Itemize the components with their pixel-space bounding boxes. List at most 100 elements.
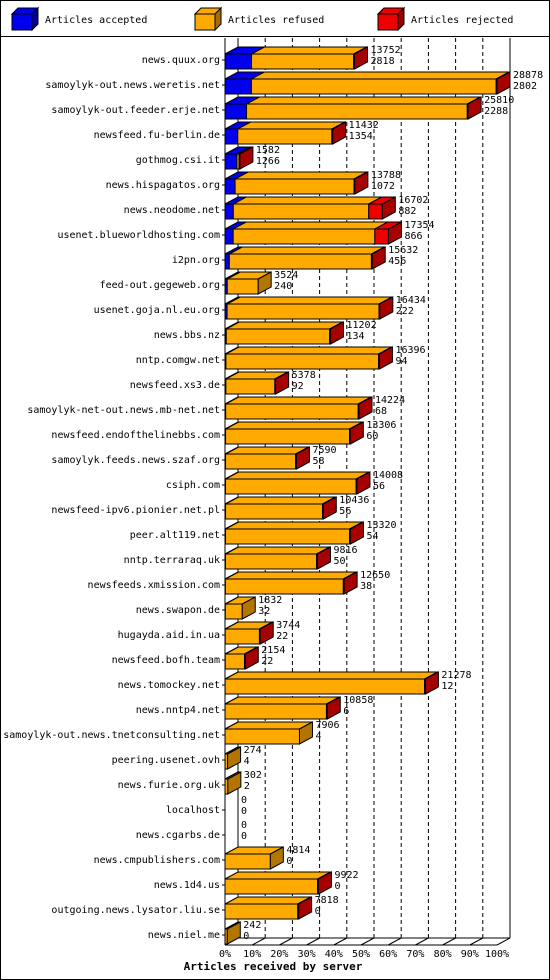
bar-segment [228,246,385,270]
y-tick-label: outgoing.news.lysator.liu.se [51,905,220,916]
legend-swatch [31,6,39,32]
bar-face [227,747,241,769]
bar-face [241,596,256,620]
bar-segment [355,471,371,495]
bar-segment [224,221,247,245]
value-label: 17354 [404,220,434,231]
bar-face [225,428,351,445]
y-tick-label: i2pn.org [172,255,220,266]
bar-face [225,471,370,480]
bar-face [227,746,242,770]
bar-segment [258,621,274,645]
bar-face [224,103,248,120]
tick-mark [387,937,402,946]
bar-face [424,671,439,695]
bar-segment [225,346,392,370]
y-tick-label: newsfeed.bofh.team [112,655,220,666]
bar-face [379,296,394,320]
bar-face [354,171,369,195]
legend-shade [32,8,38,30]
bar-face [468,97,482,119]
bar-face [225,453,297,470]
bar-face [298,896,313,920]
value-label: 0 [243,931,249,942]
bar-face [368,203,383,220]
bar-segment [250,71,510,95]
y-tick-label: peer.alt119.net [130,530,220,541]
value-label: 11432 [349,120,379,131]
bar-segment [378,346,393,370]
bar-segment [466,96,482,120]
bar-segment [374,221,402,245]
bar-face [225,528,351,545]
bar-face [467,96,482,120]
value-label: 92 [292,381,304,392]
bar-segment [368,196,396,220]
bar-face [318,872,332,894]
bar-face [224,703,327,720]
bar-segment [224,721,313,745]
bar-segment [316,546,331,570]
bar-face [239,147,253,169]
value-label: 1072 [371,181,395,192]
bar-face [225,328,331,345]
bar-face [245,647,259,669]
value-label: 13752 [371,45,401,56]
bar-face [239,146,254,170]
bar-segment [295,446,310,470]
value-label: 5378 [292,370,316,381]
bar-segment [224,871,331,895]
legend-swatch [11,13,33,31]
bar-face [275,371,290,395]
bar-segment [224,171,249,195]
bar-face [225,546,330,555]
bar-segment [225,421,363,445]
bar-segment [232,196,382,220]
value-label: 16434 [396,295,426,306]
bar-face [295,446,310,470]
x-tick-label: 30% [298,949,316,960]
tick-mark [251,937,266,946]
bar-face [225,353,380,370]
bar-face [224,53,253,70]
bar-face [496,71,511,95]
bar-face [233,196,382,205]
bar-face [251,71,510,80]
bar-face [381,196,396,220]
y-tick-label: news.tomockey.net [118,680,220,691]
bar-face [228,253,372,270]
bar-segment [342,571,358,595]
bar-segment [325,696,341,720]
bar-face [350,522,364,544]
bar-face [224,653,245,670]
value-label: 12 [441,681,453,692]
y-tick-label: news.bbs.nz [154,330,220,341]
bar-segment [237,121,346,145]
value-label: 0 [286,856,292,867]
bar-segment [224,596,256,620]
bar-segment [224,46,265,70]
value-label: 4 [315,731,321,742]
bar-face [225,571,357,580]
bar-face [224,128,239,145]
y-tick-label: samoylyk-out.news.weretis.net [45,80,220,91]
value-label: 882 [398,206,416,217]
bar-face [349,521,364,545]
bar-segment [225,321,343,345]
value-label: 13788 [371,170,401,181]
value-label: 0 [315,906,321,917]
y-tick-label: hugayda.aid.in.ua [118,630,220,641]
bar-face [224,203,234,220]
bar-face [224,878,319,895]
bar-face [299,722,313,744]
bar-segment [225,371,289,395]
bar-segment [353,46,369,70]
bar-segment [349,421,364,445]
value-label: 7818 [315,895,339,906]
bar-face [226,278,259,295]
bar-segment [224,546,330,570]
bar-face [330,321,345,345]
bar-segment [225,521,363,545]
bar-face [356,472,370,494]
tick-mark [279,937,293,946]
